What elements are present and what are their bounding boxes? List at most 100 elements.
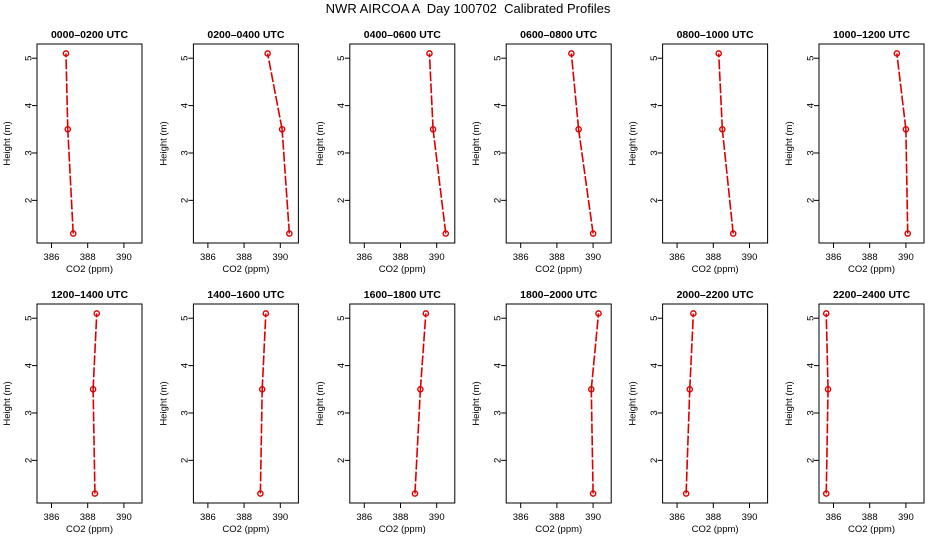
series-segment	[717, 53, 724, 130]
y-tick-label: 3	[649, 150, 660, 155]
series-segment	[685, 389, 691, 494]
data-point	[429, 125, 437, 133]
plot-frame	[662, 43, 769, 244]
x-tick-label: 388	[862, 512, 878, 523]
series-segment	[281, 129, 291, 234]
data-point	[64, 125, 72, 133]
y-tick-label: 5	[805, 316, 816, 321]
series-segment	[428, 53, 434, 130]
y-tick-label: 3	[180, 410, 191, 415]
x-tick-label: 388	[549, 252, 565, 263]
data-point	[93, 310, 101, 317]
series-segment	[825, 313, 829, 390]
y-tick-label: 3	[649, 410, 660, 415]
x-tick-label: 388	[705, 512, 721, 523]
plot-frame	[192, 303, 299, 504]
data-point	[822, 310, 830, 317]
x-tick-label: 390	[429, 512, 445, 523]
x-axis-label: CO2 (ppm)	[66, 524, 113, 535]
x-axis-label: CO2 (ppm)	[848, 264, 895, 275]
series-segment	[688, 313, 695, 390]
y-tick-label: 4	[649, 363, 660, 368]
chart-title: 0000–0200 UTC	[51, 29, 128, 41]
x-tick-label: 390	[742, 512, 758, 523]
data-point	[278, 125, 286, 133]
plot-frame	[505, 43, 612, 244]
y-axis-label: Height (m)	[315, 121, 326, 165]
chart-title: 1600–1800 UTC	[364, 289, 441, 301]
data-point	[589, 230, 597, 237]
series-segment	[261, 313, 267, 390]
x-tick-label: 386	[200, 512, 216, 523]
x-axis-label: CO2 (ppm)	[379, 264, 426, 275]
x-tick-label: 386	[44, 252, 60, 263]
series-segment	[65, 53, 69, 130]
data-point	[715, 50, 723, 57]
data-point	[902, 125, 910, 133]
y-tick-label: 4	[805, 103, 816, 108]
series-segment	[259, 389, 263, 494]
chart-title: 1400–1600 UTC	[207, 289, 284, 301]
x-tick-label: 386	[44, 512, 60, 523]
data-point	[824, 385, 832, 393]
chart-title: 0200–0400 UTC	[207, 29, 284, 41]
y-tick-label: 3	[23, 410, 34, 415]
y-tick-label: 4	[493, 363, 504, 368]
y-tick-label: 3	[493, 150, 504, 155]
data-point	[257, 490, 264, 497]
chart-title: 1800–2000 UTC	[520, 289, 597, 301]
y-tick-label: 2	[649, 198, 660, 203]
x-tick-label: 386	[669, 512, 685, 523]
data-point	[686, 385, 694, 393]
plot-frame	[818, 43, 925, 244]
y-tick-label: 3	[180, 150, 191, 155]
x-axis-label: CO2 (ppm)	[66, 264, 113, 275]
data-point	[729, 230, 737, 237]
y-tick-label: 5	[23, 316, 34, 321]
y-axis-label: Height (m)	[784, 121, 795, 165]
series-segment	[590, 313, 600, 390]
x-axis-label: CO2 (ppm)	[692, 524, 739, 535]
y-tick-label: 3	[805, 150, 816, 155]
data-point	[286, 230, 293, 237]
y-tick-label: 2	[493, 198, 504, 203]
data-point	[682, 490, 690, 497]
y-tick-label: 2	[336, 458, 347, 463]
x-tick-label: 388	[236, 252, 252, 263]
data-point	[69, 230, 77, 237]
x-axis-label: CO2 (ppm)	[692, 264, 739, 275]
x-tick-label: 386	[356, 252, 372, 263]
series-segment	[577, 129, 594, 234]
y-tick-label: 2	[805, 458, 816, 463]
y-tick-label: 2	[493, 458, 504, 463]
data-point	[904, 230, 912, 237]
plot-frame	[192, 43, 299, 244]
data-point	[422, 310, 430, 317]
chart-title: 0600–0800 UTC	[520, 29, 597, 41]
data-point	[690, 310, 697, 317]
y-axis-label: Height (m)	[315, 381, 326, 425]
y-tick-label: 5	[649, 316, 660, 321]
chart-title: 1200–1400 UTC	[51, 289, 128, 301]
data-point	[89, 385, 97, 393]
x-tick-label: 386	[513, 252, 529, 263]
y-axis-label: Height (m)	[628, 121, 639, 165]
x-tick-label: 390	[272, 252, 288, 263]
y-axis-label: Height (m)	[158, 121, 169, 165]
x-tick-label: 390	[585, 252, 601, 263]
series-segment	[419, 313, 427, 390]
x-axis-label: CO2 (ppm)	[379, 524, 426, 535]
x-axis-label: CO2 (ppm)	[222, 524, 269, 535]
y-tick-label: 4	[805, 363, 816, 368]
x-tick-label: 390	[898, 512, 914, 523]
y-axis-label: Height (m)	[471, 121, 482, 165]
x-axis-label: CO2 (ppm)	[222, 264, 269, 275]
chart-title: 1000–1200 UTC	[833, 29, 910, 41]
data-point	[264, 50, 271, 57]
y-tick-label: 3	[336, 410, 347, 415]
series-segment	[66, 129, 75, 234]
series-segment	[896, 53, 907, 130]
